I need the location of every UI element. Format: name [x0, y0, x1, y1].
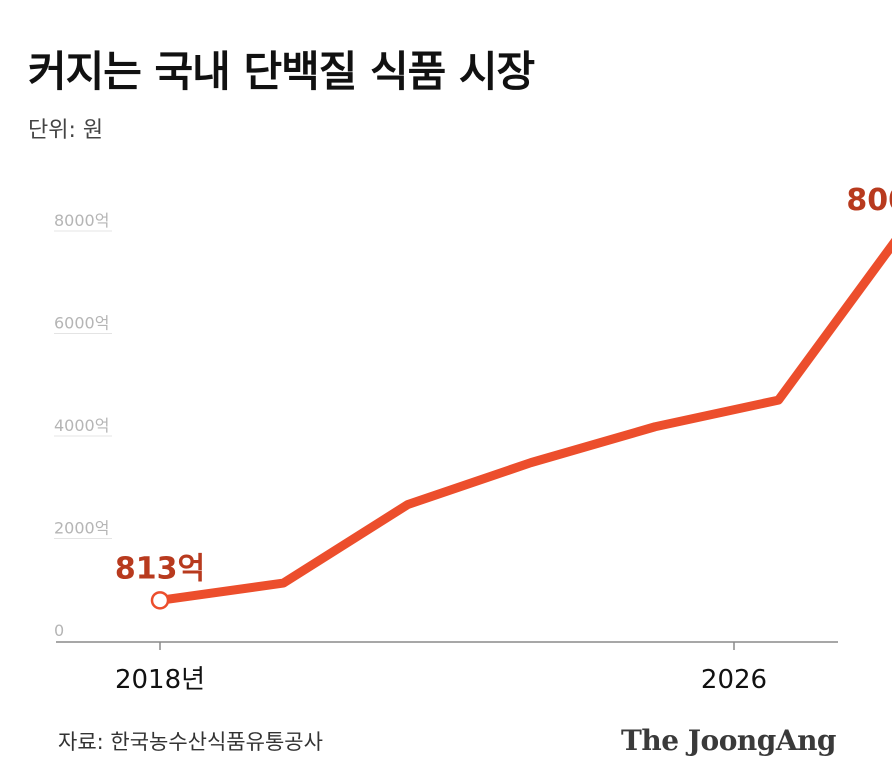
x-tick-label: 2018년: [115, 665, 205, 695]
series-line: [155, 237, 892, 605]
data-point-marker: [150, 591, 170, 610]
x-axis-ticks: 2018년 2026: [115, 642, 767, 695]
y-axis-ticks: 0 2000억 4000억 6000억 8000억: [54, 211, 112, 640]
data-labels: 813억 8000억: [115, 183, 892, 586]
y-tick-label: 0: [54, 621, 64, 640]
x-tick-label: 2026: [701, 665, 767, 695]
unit-label: 단위: 원: [28, 118, 104, 143]
data-value-label: 8000억: [846, 183, 892, 218]
source-note: 자료: 한국농수산식품유통공사: [58, 730, 323, 754]
data-points: [150, 591, 170, 610]
data-value-label: 813억: [115, 551, 205, 586]
y-tick-label: 8000억: [54, 211, 109, 230]
y-tick-label: 4000억: [54, 416, 109, 435]
y-tick-label: 2000억: [54, 519, 109, 538]
y-tick-label: 6000억: [54, 314, 109, 333]
chart-title: 커지는 국내 단백질 식품 시장: [28, 47, 535, 96]
publisher-logo: The JoongAng: [621, 724, 836, 757]
